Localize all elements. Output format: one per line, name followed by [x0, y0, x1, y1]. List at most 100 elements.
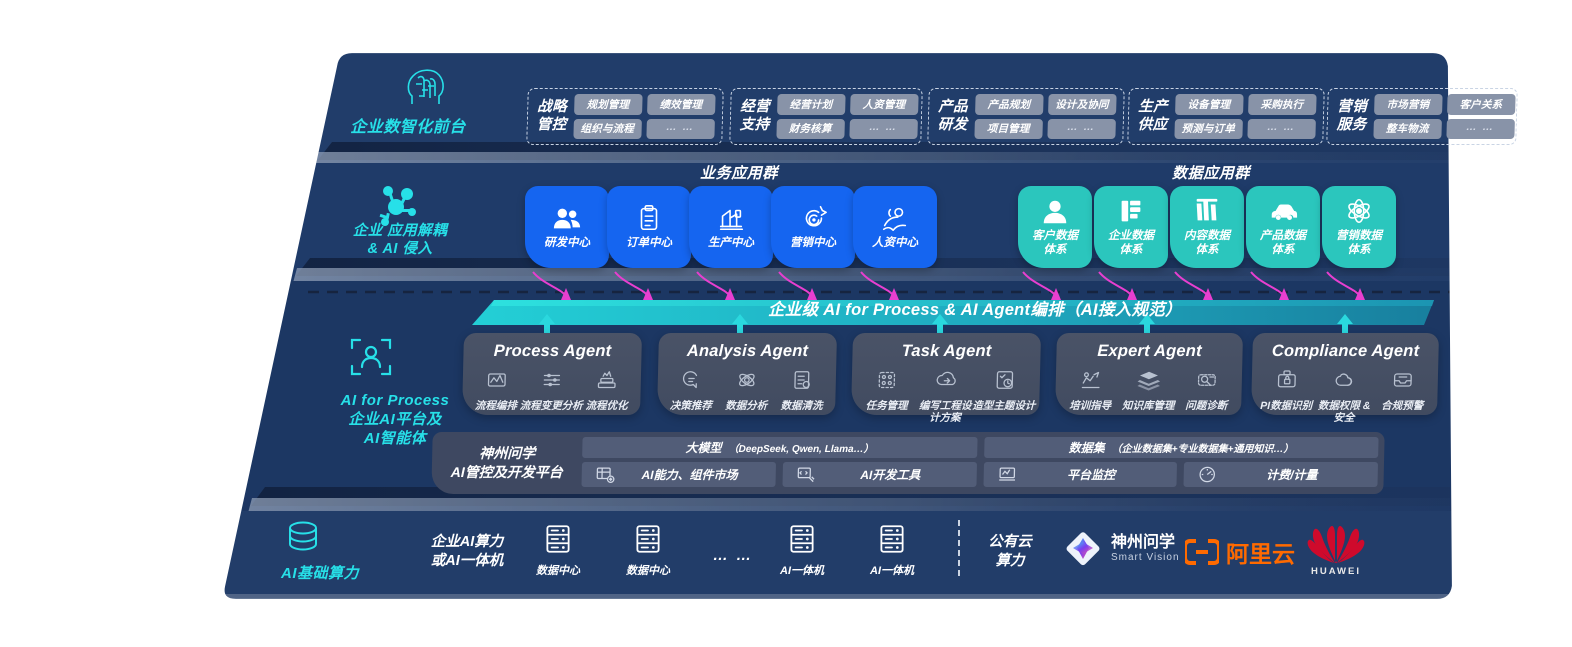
platform-dev-tool-label: AI开发工具: [860, 468, 921, 482]
business-app-card-4[interactable]: 营销中心: [771, 186, 855, 268]
aliyun-mark-icon: [1185, 539, 1219, 565]
data-app-card-1[interactable]: 客户数据 体系: [1018, 186, 1092, 268]
component-market-icon: [596, 465, 615, 484]
agent-card-5[interactable]: Compliance Agent PI数据识别 数据权限 & 安全 合规预警: [1250, 333, 1440, 424]
data-app-card-label-line: 体系: [1347, 244, 1371, 256]
target-spiral-icon: [798, 203, 828, 233]
front-group-chip[interactable]: … …: [1445, 118, 1515, 139]
molecule-node-icon: [372, 182, 420, 235]
server-rack-icon: [785, 522, 819, 561]
platform-llm-bar[interactable]: 大模型 （DeepSeek, Qwen, Llama…）: [582, 437, 978, 458]
data-app-card-5[interactable]: 营销数据 体系: [1322, 186, 1396, 268]
agent-card-item-label: 流程变更分析: [519, 400, 583, 412]
front-group-chip[interactable]: … …: [1246, 118, 1316, 139]
front-group-4[interactable]: 生产 供应 设备管理 采购执行 预测与订单… …: [1127, 88, 1325, 145]
agent-card-items: 任务管理 编写工程设计方案 造型主题设计: [851, 368, 1040, 424]
front-group-chip[interactable]: 项目管理: [973, 118, 1043, 139]
data-app-card-2[interactable]: 企业数据 体系: [1094, 186, 1168, 268]
training-icon: [1078, 368, 1103, 397]
front-group-chip-row: 市场营销 客户关系: [1373, 94, 1516, 115]
agent-card-item[interactable]: 决策推荐: [663, 368, 719, 412]
agent-card-item[interactable]: 知识库管理: [1119, 368, 1177, 412]
business-app-card-5[interactable]: 人资中心: [853, 186, 937, 268]
building-chart-icon: [1116, 196, 1146, 226]
data-app-card-3[interactable]: 内容数据 体系: [1170, 186, 1244, 268]
agent-card-item[interactable]: 培训指导: [1061, 368, 1119, 412]
agent-card-item[interactable]: 数据清洗: [774, 368, 830, 412]
infra-item-label: … …: [712, 546, 754, 564]
agent-card-item[interactable]: 流程优化: [579, 368, 635, 412]
front-group-chip[interactable]: … …: [848, 118, 918, 139]
data-app-card-label: 客户数据 体系: [1032, 230, 1078, 257]
data-apps-heading: 数据应用群: [1172, 165, 1251, 182]
front-group-chip[interactable]: 设计及协同: [1047, 94, 1117, 115]
front-group-chip[interactable]: 采购执行: [1247, 94, 1317, 115]
data-app-card-label: 内容数据 体系: [1184, 230, 1230, 257]
business-app-card-label: 人资中心: [872, 237, 918, 250]
agent-card-item[interactable]: 问题诊断: [1177, 368, 1235, 412]
platform-billing[interactable]: 计费/计量: [1183, 462, 1379, 487]
front-group-chip[interactable]: 预测与订单: [1173, 118, 1243, 139]
front-group-2[interactable]: 经营 支持 经营计划 人资管理 财务核算… …: [729, 88, 923, 145]
data-app-card-4[interactable]: 产品数据 体系: [1246, 186, 1320, 268]
platform-dataset-bar[interactable]: 数据集 （企业数据集+专业数据集+通用知识…）: [983, 437, 1379, 458]
front-group-chip[interactable]: … …: [645, 118, 715, 139]
front-group-chip[interactable]: 产品规划: [974, 94, 1044, 115]
agent-card-2[interactable]: Analysis Agent 决策推荐 数据分析 数据清洗: [656, 333, 838, 415]
front-group-chip[interactable]: 组织与流程: [572, 118, 642, 139]
agent-card-item[interactable]: 流程变更分析: [520, 368, 583, 412]
agent-card-item[interactable]: PI数据识别: [1257, 368, 1315, 412]
business-app-card-3[interactable]: 生产中心: [689, 186, 773, 268]
infra-item-3[interactable]: 数据中心: [603, 522, 693, 578]
business-app-card-1[interactable]: 研发中心: [525, 186, 609, 268]
agent-card-item[interactable]: 编写工程设计方案: [916, 368, 975, 424]
rail-label-ai: AI for Process 企业AI平台及 AI智能体: [300, 392, 490, 448]
agent-card-3[interactable]: Task Agent 任务管理 编写工程设计方案 造型主题设计: [850, 333, 1042, 424]
agent-card-4[interactable]: Expert Agent 培训指导 知识库管理 问题诊断: [1054, 333, 1244, 415]
front-group-chip[interactable]: 市场营销: [1373, 94, 1443, 115]
platform-dev-tool[interactable]: AI开发工具: [782, 462, 977, 487]
infra-item-1[interactable]: 企业AI算力 或AI一体机: [402, 524, 532, 580]
front-group-chip-row: 组织与流程… …: [572, 118, 715, 139]
front-group-chip[interactable]: 整车物流: [1372, 118, 1442, 139]
front-group-chip[interactable]: … …: [1046, 118, 1116, 139]
infra-item-7[interactable]: 公有云 算力: [965, 524, 1055, 580]
platform-component-market[interactable]: AI能力、组件市场: [581, 462, 776, 487]
infra-item-2[interactable]: 数据中心: [513, 522, 603, 578]
atom-icon: [1344, 196, 1374, 226]
front-group-chip[interactable]: 设备管理: [1174, 94, 1244, 115]
agent-card-1[interactable]: Process Agent 流程编排 流程变更分析 流程优化: [461, 333, 643, 415]
agent-card-item[interactable]: 任务管理: [857, 368, 916, 412]
brain-head-icon: [404, 64, 448, 117]
front-group-chip[interactable]: 经营计划: [776, 94, 846, 115]
front-group-5[interactable]: 营销 服务 市场营销 客户关系 整车物流… …: [1326, 88, 1518, 145]
agent-card-title: Compliance Agent: [1271, 342, 1420, 360]
agent-card-item[interactable]: 合规预警: [1373, 368, 1431, 412]
front-group-3[interactable]: 产品 研发 产品规划 设计及协同 项目管理… …: [927, 88, 1125, 145]
front-group-1[interactable]: 战略 管控 规划管理 绩效管理 组织与流程… …: [526, 88, 724, 145]
infra-item-6[interactable]: AI一体机: [847, 522, 937, 578]
front-group-chip[interactable]: 绩效管理: [646, 94, 716, 115]
data-app-card-label-line: 产品数据: [1260, 230, 1306, 243]
monitor-chart-icon: [997, 465, 1016, 484]
platform-component-market-label: AI能力、组件市场: [641, 468, 738, 482]
shenzhou-logo-cn: 神州问学: [1111, 534, 1176, 551]
front-group-chip[interactable]: 财务核算: [775, 118, 845, 139]
agent-card-title: Task Agent: [901, 342, 992, 360]
shenzhou-wenxue-logo: 神州问学 Smart Vision: [1062, 528, 1180, 570]
platform-monitor[interactable]: 平台监控: [982, 462, 1178, 487]
front-group-chip[interactable]: 规划管理: [573, 94, 643, 115]
front-group-chip[interactable]: 人资管理: [849, 94, 919, 115]
front-group-chip[interactable]: 客户关系: [1446, 94, 1516, 115]
agent-card-item[interactable]: 造型主题设计: [972, 368, 1036, 412]
rail-label-infra: AI基础算力: [280, 565, 359, 582]
agent-card-item[interactable]: 流程编排: [468, 368, 524, 412]
agent-card-item[interactable]: 数据权限 & 安全: [1315, 368, 1374, 424]
front-group-title-line: 战略: [537, 98, 568, 115]
platform-billing-label: 计费/计量: [1266, 468, 1318, 482]
front-group-title-line: 研发: [937, 116, 968, 133]
doc-clock-icon: [992, 368, 1017, 397]
business-app-card-2[interactable]: 订单中心: [607, 186, 691, 268]
agent-card-item[interactable]: 数据分析: [719, 368, 775, 412]
infra-item-5[interactable]: AI一体机: [757, 522, 847, 578]
